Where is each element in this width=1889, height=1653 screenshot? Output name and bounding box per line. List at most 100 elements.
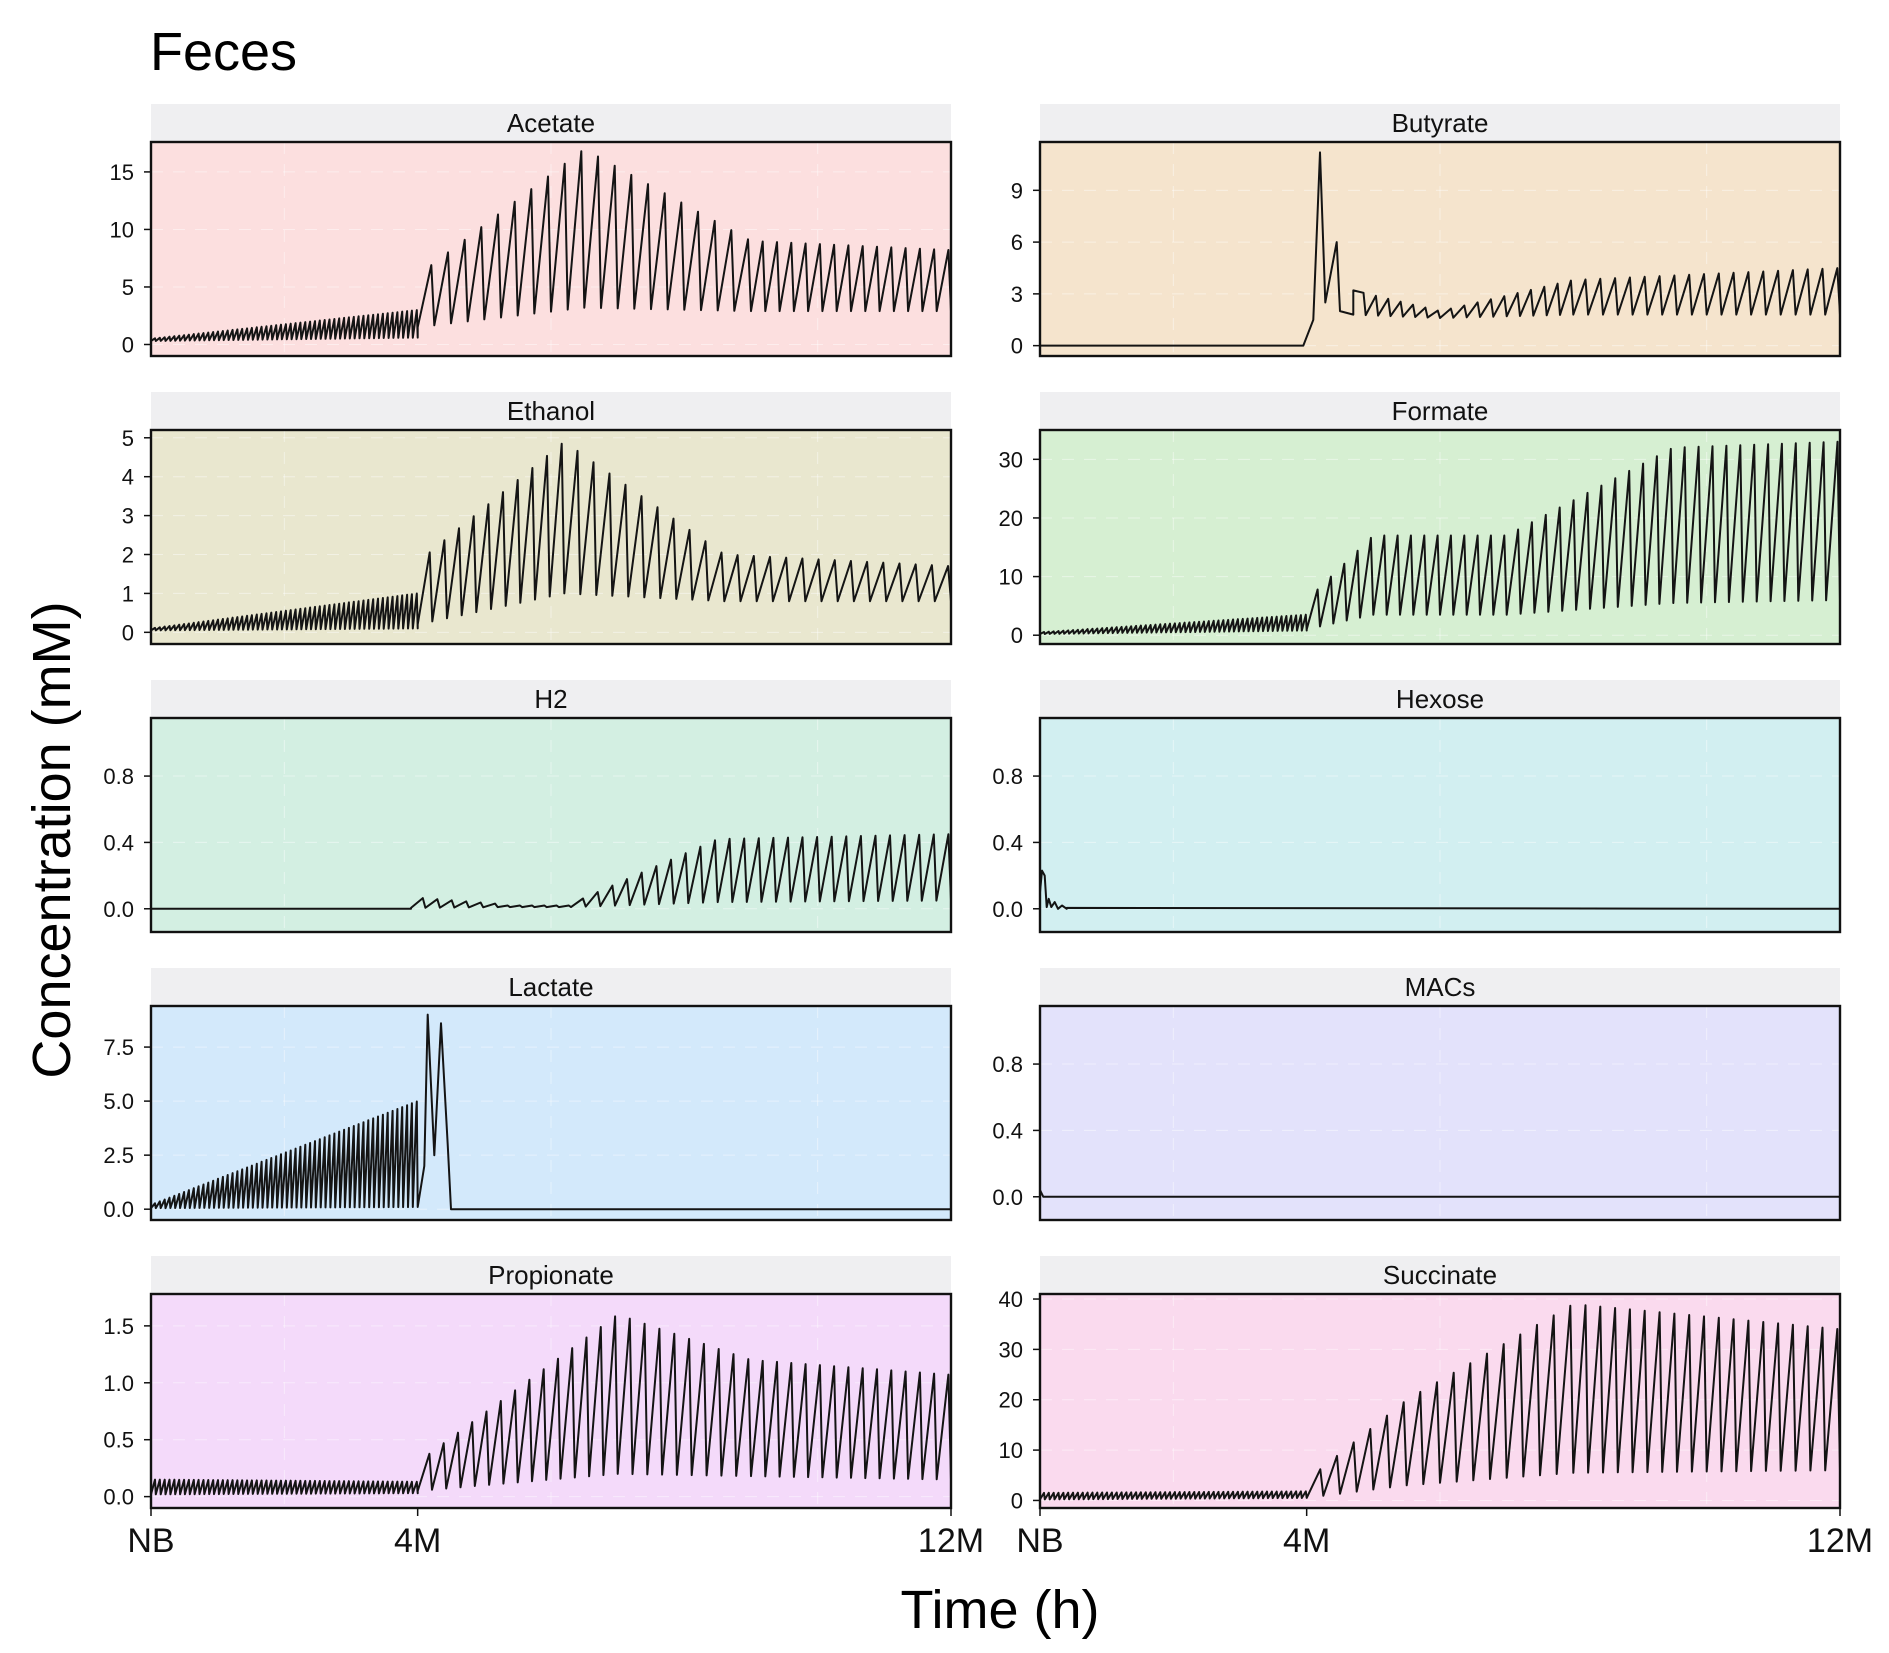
x-tick-label: 12M [1807,1522,1873,1560]
panel-border [149,140,953,358]
x-tick-label: 4M [1283,1522,1330,1560]
y-tick-label: 0 [1011,1488,1023,1513]
y-tick-label: 0.0 [103,1197,134,1222]
y-tick-label: 9 [1011,178,1023,203]
y-tick-label: 0.0 [103,1485,134,1510]
panel-succinate: Succinate 0 10 20 30 40 [999,1256,1842,1516]
y-tick-label: 0.8 [992,1052,1023,1077]
series-line-acetate [150,150,952,342]
x-axis-label: Time (h) [901,1580,1100,1640]
series-line-hexose [1039,869,1841,910]
y-tick-label: 0 [122,620,134,645]
panel-border [149,716,953,934]
panel-border [1038,428,1842,646]
panel-title-succinate: Succinate [1383,1260,1497,1290]
panel-background [1040,1006,1840,1220]
y-tick-label: 0.8 [992,764,1023,789]
panel-strip [151,104,951,142]
panel-strip [151,1256,951,1294]
panel-border [149,1004,953,1222]
panel-title-butyrate: Butyrate [1392,108,1489,138]
y-tick-label: 5 [122,426,134,451]
y-tick-label: 5.0 [103,1089,134,1114]
x-axis-ticks: NB 4M 12M NB 4M 12M [127,1522,1873,1560]
y-tick-label: 3 [1011,282,1023,307]
series-line-propionate [150,1315,952,1496]
series-line-lactate [150,1013,951,1211]
panel-lactate: Lactate 0.0 2.5 5.0 7.5 [103,968,953,1222]
y-tick-label: 0.4 [103,830,134,855]
panel-strip [151,392,951,430]
panel-macs: MACs 0.0 0.4 0.8 [992,968,1842,1222]
panel-strip [1040,104,1840,142]
y-tick-label: 30 [999,1337,1023,1362]
panel-ethanol: Ethanol 0 1 2 3 4 5 [122,392,953,646]
panel-h2: H2 0.0 0.4 0.8 [103,680,953,934]
y-tick-label: 20 [999,506,1023,531]
y-tick-label: 1.0 [103,1371,134,1396]
series-line-h2 [151,833,952,910]
y-tick-label: 0.0 [103,897,134,922]
y-tick-label: 0.0 [992,897,1023,922]
panel-border [149,428,953,646]
panel-title-hexose: Hexose [1396,684,1484,714]
series-line-butyrate [1040,151,1841,347]
panels-grid: Acetate 0 5 10 15 Butyrate 0 3 6 9 Ethanol 0 1 2 3 4 5 Fo… [103,104,1842,1516]
panel-acetate: Acetate 0 5 10 15 [110,104,953,358]
panel-hexose: Hexose 0.0 0.4 0.8 [992,680,1842,934]
panel-background [1040,142,1840,356]
panel-strip [151,680,951,718]
y-tick-label: 10 [999,1438,1023,1463]
panel-strip [151,968,951,1006]
panel-title-acetate: Acetate [507,108,595,138]
y-tick-label: 5 [122,275,134,300]
y-tick-label: 20 [999,1388,1023,1413]
y-tick-label: 0.0 [992,1185,1023,1210]
panel-strip [1040,1256,1840,1294]
panel-background [1040,718,1840,932]
panel-title-ethanol: Ethanol [507,396,595,426]
y-tick-label: 0.4 [992,1118,1023,1143]
y-tick-label: 1.5 [103,1314,134,1339]
y-tick-label: 1 [122,581,134,606]
y-tick-label: 0 [122,332,134,357]
y-tick-label: 0.5 [103,1428,134,1453]
series-line-formate [1039,440,1841,635]
panel-title-formate: Formate [1392,396,1489,426]
y-axis-label: Concentration (mM) [22,601,82,1078]
y-tick-label: 0.4 [992,830,1023,855]
y-tick-label: 2.5 [103,1143,134,1168]
panel-propionate: Propionate 0.0 0.5 1.0 1.5 [103,1256,953,1516]
y-tick-label: 3 [122,504,134,529]
y-tick-label: 6 [1011,230,1023,255]
panel-border [1038,716,1842,934]
y-tick-label: 40 [999,1287,1023,1312]
panel-background [151,430,951,644]
y-tick-label: 10 [999,565,1023,590]
panel-border [1038,1292,1842,1510]
panel-strip [1040,392,1840,430]
panel-background [151,1294,951,1508]
panel-strip [1040,968,1840,1006]
y-tick-label: 2 [122,543,134,568]
series-line-succinate [1039,1304,1841,1501]
panel-border [149,1292,953,1510]
panel-title-lactate: Lactate [508,972,593,1002]
x-tick-label: NB [127,1522,174,1560]
panel-border [1038,140,1842,358]
y-tick-label: 30 [999,447,1023,472]
panel-butyrate: Butyrate 0 3 6 9 [1011,104,1842,359]
y-tick-label: 10 [110,217,134,242]
panel-title-propionate: Propionate [488,1260,614,1290]
chart-title: Feces [150,22,297,82]
panel-border [1038,1004,1842,1222]
y-tick-label: 0 [1011,334,1023,359]
panel-title-h2: H2 [534,684,567,714]
x-tick-label: NB [1016,1522,1063,1560]
y-tick-label: 0.8 [103,764,134,789]
panel-formate: Formate 0 10 20 30 [999,392,1842,648]
series-line-ethanol [150,442,952,632]
y-tick-label: 7.5 [103,1035,134,1060]
y-tick-label: 4 [122,465,134,490]
